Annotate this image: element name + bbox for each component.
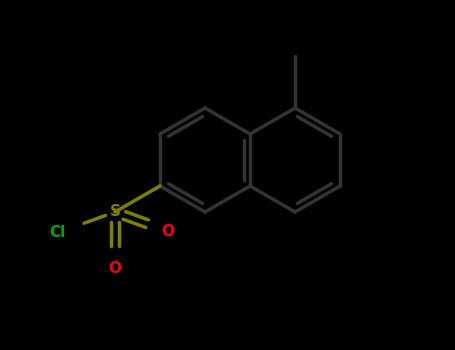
Text: O: O bbox=[108, 261, 121, 276]
Text: S: S bbox=[110, 204, 121, 219]
Text: Cl: Cl bbox=[50, 225, 66, 240]
Text: O: O bbox=[161, 224, 174, 239]
